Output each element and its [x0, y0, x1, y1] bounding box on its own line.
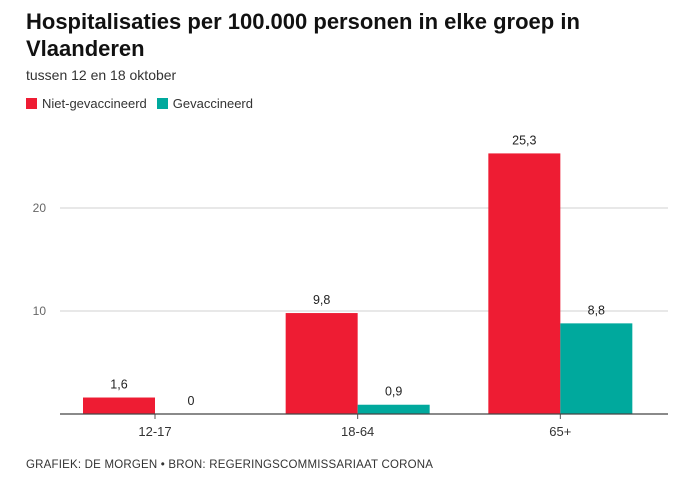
data-label-65+-series-0: 25,3 [512, 133, 536, 147]
bar-18-64-series-1 [357, 404, 430, 414]
chart-subtitle: tussen 12 en 18 oktober [26, 67, 177, 83]
legend-label-niet-gevaccineerd: Niet-gevaccineerd [42, 96, 147, 111]
data-label-12-17-series-0: 1,6 [110, 378, 127, 392]
chart-title: Hospitalisaties per 100.000 personen in … [26, 9, 580, 61]
bar-65+-series-1 [560, 323, 633, 414]
bar-65+-series-0 [488, 153, 561, 414]
bar-18-64-series-0 [285, 313, 358, 414]
legend-item-gevaccineerd: Gevaccineerd [156, 96, 253, 111]
source-footer: GRAFIEK: DE MORGEN • BRON: REGERINGSCOMM… [26, 459, 434, 471]
data-label-65+-series-1: 8,8 [588, 303, 605, 317]
data-label-12-17-series-1: 0 [188, 394, 195, 408]
legend-swatch-gevaccineerd [156, 98, 168, 109]
data-label-18-64-series-1: 0,9 [385, 385, 402, 399]
legend-item-niet-gevaccineerd: Niet-gevaccineerd [26, 96, 147, 111]
x-tick-label-65+: 65+ [549, 424, 571, 439]
y-tick-label-10: 10 [33, 304, 47, 318]
y-tick-label-20: 20 [33, 201, 47, 215]
bar-12-17-series-0 [83, 397, 155, 414]
x-tick-label-18-64: 18-64 [341, 424, 374, 439]
x-tick-label-12-17: 12-17 [138, 424, 171, 439]
data-label-18-64-series-0: 9,8 [313, 293, 330, 307]
legend: Niet-gevaccineerd Gevaccineerd [26, 96, 263, 111]
legend-label-gevaccineerd: Gevaccineerd [172, 96, 253, 111]
legend-swatch-niet-gevaccineerd [26, 98, 37, 109]
